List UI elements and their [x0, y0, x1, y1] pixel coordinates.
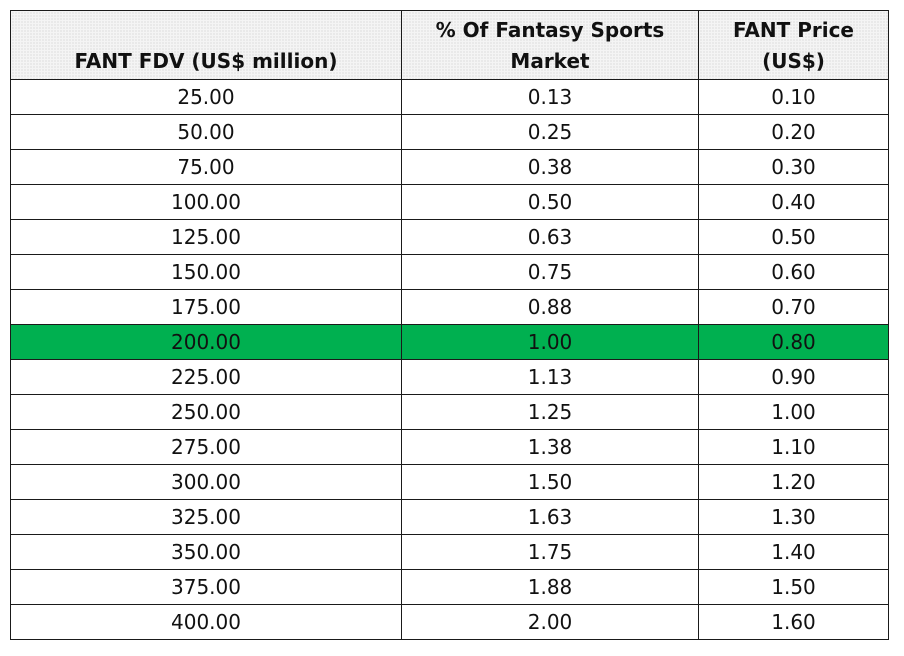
- table-row: 300.00 1.50 1.20: [10, 464, 889, 500]
- cell-market-share: 0.88: [401, 289, 699, 325]
- cell-market-share: 0.13: [401, 79, 699, 115]
- cell-price: 0.90: [698, 359, 889, 395]
- cell-price: 1.00: [698, 394, 889, 430]
- cell-market-share: 1.50: [401, 464, 699, 500]
- header-row: FANT FDV (US$ million) % Of Fantasy Spor…: [10, 10, 889, 80]
- cell-market-share: 1.63: [401, 499, 699, 535]
- cell-price: 1.60: [698, 604, 889, 640]
- cell-price: 1.50: [698, 569, 889, 605]
- cell-market-share: 0.50: [401, 184, 699, 220]
- table-row: 275.00 1.38 1.10: [10, 429, 889, 465]
- header-market-share-line-2: Market: [510, 49, 590, 73]
- cell-market-share: 2.00: [401, 604, 699, 640]
- table-row: 225.00 1.13 0.90: [10, 359, 889, 395]
- table-row: 350.00 1.75 1.40: [10, 534, 889, 570]
- header-price-line-2: (US$): [762, 49, 825, 73]
- header-price-line-1: FANT Price: [733, 18, 854, 42]
- cell-market-share: 1.88: [401, 569, 699, 605]
- cell-market-share: 1.00: [401, 324, 699, 360]
- header-market-share-line-1: % Of Fantasy Sports: [435, 18, 665, 42]
- cell-market-share: 1.75: [401, 534, 699, 570]
- cell-fdv: 250.00: [10, 394, 402, 430]
- fant-valuation-table: FANT FDV (US$ million) % Of Fantasy Spor…: [10, 10, 889, 640]
- header-price: FANT Price (US$): [698, 10, 889, 80]
- header-fdv: FANT FDV (US$ million): [10, 10, 402, 80]
- cell-price: 0.30: [698, 149, 889, 185]
- cell-market-share: 0.25: [401, 114, 699, 150]
- table-row: 175.00 0.88 0.70: [10, 289, 889, 325]
- cell-fdv: 100.00: [10, 184, 402, 220]
- header-fdv-line-1: FANT FDV (US$ million): [74, 49, 338, 73]
- cell-fdv: 175.00: [10, 289, 402, 325]
- cell-price: 0.20: [698, 114, 889, 150]
- cell-price: 1.10: [698, 429, 889, 465]
- cell-price: 0.50: [698, 219, 889, 255]
- table-row-highlighted: 200.00 1.00 0.80: [10, 324, 889, 360]
- cell-price: 0.40: [698, 184, 889, 220]
- cell-price: 0.10: [698, 79, 889, 115]
- cell-fdv: 275.00: [10, 429, 402, 465]
- cell-market-share: 1.38: [401, 429, 699, 465]
- cell-fdv: 375.00: [10, 569, 402, 605]
- table-row: 325.00 1.63 1.30: [10, 499, 889, 535]
- cell-market-share: 0.63: [401, 219, 699, 255]
- cell-price: 0.80: [698, 324, 889, 360]
- table-row: 25.00 0.13 0.10: [10, 79, 889, 115]
- table-row: 125.00 0.63 0.50: [10, 219, 889, 255]
- cell-market-share: 0.75: [401, 254, 699, 290]
- table-row: 75.00 0.38 0.30: [10, 149, 889, 185]
- table-row: 375.00 1.88 1.50: [10, 569, 889, 605]
- cell-fdv: 300.00: [10, 464, 402, 500]
- cell-fdv: 75.00: [10, 149, 402, 185]
- table-row: 400.00 2.00 1.60: [10, 604, 889, 640]
- table-row: 250.00 1.25 1.00: [10, 394, 889, 430]
- cell-fdv: 125.00: [10, 219, 402, 255]
- cell-price: 1.30: [698, 499, 889, 535]
- cell-fdv: 200.00: [10, 324, 402, 360]
- table-body: 25.00 0.13 0.10 50.00 0.25 0.20 75.00 0.38 0.30 1…: [10, 79, 889, 640]
- table-row: 100.00 0.50 0.40: [10, 184, 889, 220]
- table-row: 50.00 0.25 0.20: [10, 114, 889, 150]
- cell-market-share: 1.25: [401, 394, 699, 430]
- cell-price: 0.70: [698, 289, 889, 325]
- table-header: FANT FDV (US$ million) % Of Fantasy Spor…: [10, 10, 889, 80]
- cell-fdv: 150.00: [10, 254, 402, 290]
- cell-fdv: 325.00: [10, 499, 402, 535]
- cell-fdv: 225.00: [10, 359, 402, 395]
- cell-market-share: 1.13: [401, 359, 699, 395]
- table-row: 150.00 0.75 0.60: [10, 254, 889, 290]
- cell-price: 1.40: [698, 534, 889, 570]
- cell-price: 0.60: [698, 254, 889, 290]
- cell-market-share: 0.38: [401, 149, 699, 185]
- cell-price: 1.20: [698, 464, 889, 500]
- cell-fdv: 350.00: [10, 534, 402, 570]
- cell-fdv: 400.00: [10, 604, 402, 640]
- header-market-share: % Of Fantasy Sports Market: [401, 10, 699, 80]
- cell-fdv: 25.00: [10, 79, 402, 115]
- cell-fdv: 50.00: [10, 114, 402, 150]
- table-container: FANT FDV (US$ million) % Of Fantasy Spor…: [10, 10, 889, 640]
